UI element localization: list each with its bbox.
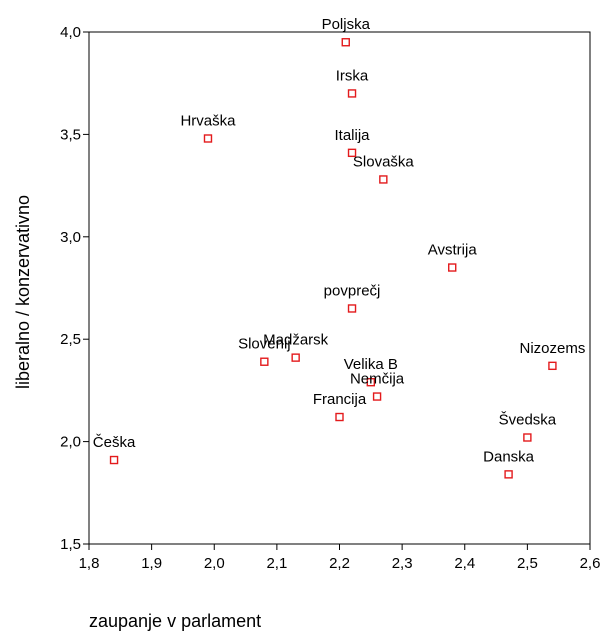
data-point-label: Italija	[335, 127, 371, 144]
data-point-label: Irska	[336, 67, 369, 84]
x-tick-label: 2,0	[204, 555, 225, 572]
data-point-label: Nemčija	[350, 371, 405, 388]
data-point-label: Slovenij	[238, 336, 291, 353]
x-tick-label: 1,8	[79, 555, 100, 572]
x-axis-title: zaupanje v parlament	[89, 611, 261, 631]
data-point-marker	[366, 378, 376, 387]
data-point-label: Madžarsk	[263, 332, 329, 349]
x-tick-label: 1,9	[141, 555, 162, 572]
data-point-marker	[341, 38, 350, 47]
y-tick-label: 4,0	[60, 24, 81, 41]
data-point-label: Velika B	[344, 356, 398, 373]
y-tick-label: 3,5	[60, 126, 81, 143]
x-tick-label: 2,1	[266, 555, 287, 572]
x-tick-label: 2,5	[517, 555, 538, 572]
data-point-marker	[523, 433, 532, 442]
data-point-marker	[379, 175, 388, 184]
y-tick-label: 2,0	[60, 434, 81, 451]
data-point-marker	[260, 357, 269, 366]
data-point-marker	[448, 263, 457, 272]
data-point-marker	[347, 148, 357, 158]
y-tick-label: 3,0	[60, 229, 81, 246]
data-point-label: Poljska	[322, 16, 371, 33]
data-point-marker	[548, 361, 557, 371]
data-point-marker	[335, 412, 344, 422]
data-point-marker	[504, 470, 513, 479]
data-point-marker	[109, 455, 119, 465]
data-point-label: Hrvaška	[180, 112, 236, 129]
y-tick-label: 2,5	[60, 331, 81, 348]
data-point-label: Švedska	[499, 412, 557, 429]
y-tick-label: 1,5	[60, 536, 81, 553]
data-point-marker	[347, 89, 357, 98]
y-axis: 1,5 2,0 2,5 3,0 3,5 4,0	[60, 24, 89, 553]
data-point-label: Slovaška	[353, 153, 415, 170]
y-axis-title: liberalno / konzervativno	[13, 195, 33, 389]
data-point-marker	[347, 304, 357, 313]
data-point-marker	[291, 353, 300, 362]
data-point-label: Francija	[313, 391, 367, 408]
x-tick-label: 2,4	[454, 555, 475, 572]
data-point-label: Nizozems	[519, 340, 585, 357]
data-points: Poljska Irska Hrvaška Italija Slovaška Avstri…	[93, 16, 585, 479]
x-tick-label: 2,2	[329, 555, 350, 572]
data-point-label: Češka	[93, 434, 136, 451]
data-point-label: povprečj	[324, 282, 381, 299]
x-tick-label: 2,3	[392, 555, 413, 572]
x-axis: 1,8 1,9 2,0 2,1 2,2 2,3 2,4 2,5 2,6	[79, 544, 601, 572]
data-point-label: Danska	[483, 448, 535, 465]
data-point-label: Avstrija	[428, 242, 478, 259]
x-tick-label: 2,6	[580, 555, 601, 572]
data-point-marker	[203, 134, 213, 143]
data-point-marker	[372, 392, 382, 401]
